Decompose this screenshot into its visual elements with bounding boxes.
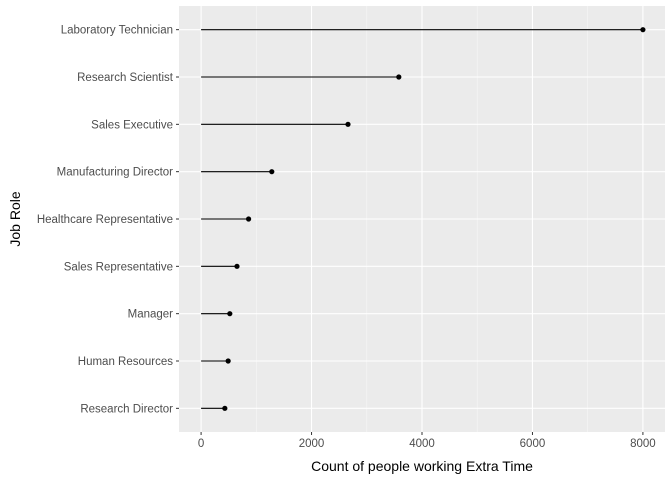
- y-tick-label: Research Director: [80, 403, 173, 415]
- lollipop-point: [227, 311, 233, 317]
- lollipop-marks: [201, 27, 646, 411]
- y-tick-label: Manufacturing Director: [57, 167, 173, 179]
- x-tick-label: 4000: [409, 438, 435, 450]
- y-tick-label: Research Scientist: [77, 72, 174, 84]
- lollipop-point: [234, 263, 240, 269]
- y-tick-label: Manager: [128, 309, 174, 321]
- x-axis-title: Count of people working Extra Time: [311, 458, 533, 474]
- y-tick-label: Healthcare Representative: [37, 214, 173, 226]
- lollipop-point: [225, 358, 231, 364]
- y-tick-label: Laboratory Technician: [61, 25, 173, 37]
- y-axis: Laboratory Technician Research Scientist S…: [37, 25, 179, 415]
- x-tick-label: 6000: [520, 438, 546, 450]
- y-tick-label: Sales Representative: [64, 261, 173, 273]
- lollipop-point: [245, 216, 252, 222]
- x-axis: 0 2000 4000 6000 8000: [198, 432, 656, 450]
- lollipop-point: [640, 27, 646, 33]
- x-tick-label: 0: [198, 438, 204, 450]
- x-tick-label: 2000: [299, 438, 325, 450]
- y-tick-label: Human Resources: [78, 356, 173, 368]
- lollipop-point: [222, 405, 228, 411]
- y-tick-label: Sales Executive: [91, 119, 173, 131]
- x-tick-label: 8000: [630, 438, 656, 450]
- lollipop-point: [345, 121, 351, 127]
- lollipop-point: [396, 74, 402, 80]
- y-axis-title: Job Role: [7, 191, 23, 246]
- lollipop-point: [269, 169, 275, 175]
